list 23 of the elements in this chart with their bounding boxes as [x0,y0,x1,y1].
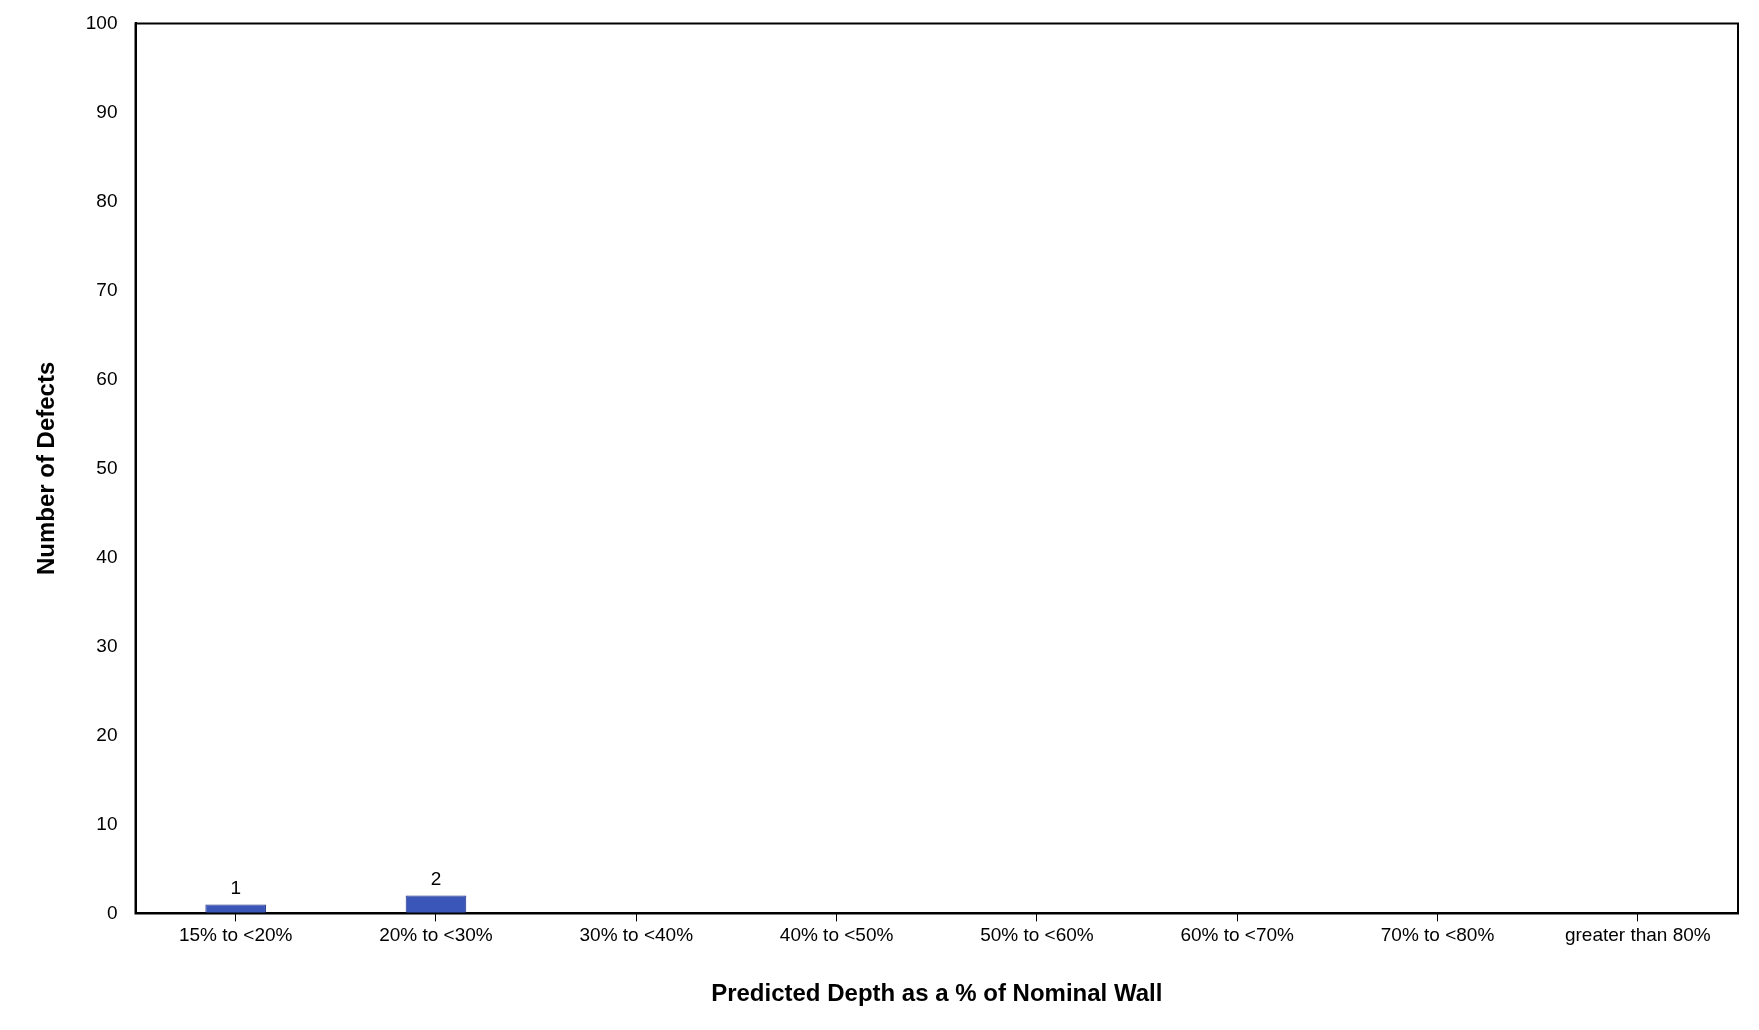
x-tick-label: 50% to <60% [980,924,1094,946]
y-axis-title: Number of Defects [32,361,60,576]
y-tick-label: 100 [85,11,118,33]
y-tick-label: 10 [96,812,118,834]
y-tick-label: 90 [96,100,118,122]
y-tick-label: 20 [96,723,118,745]
data-label: 2 [430,868,442,890]
y-tick-label: 80 [96,189,118,211]
y-tick-label: 60 [96,367,118,389]
y-tick-label: 40 [96,545,118,567]
x-tick-label: greater than 80% [1564,924,1711,946]
y-tick-label: 30 [96,634,118,656]
x-tick-label: 30% to <40% [579,924,694,946]
y-tick-label: 70 [96,278,118,300]
x-tick-label: 60% to <70% [1180,924,1295,946]
x-tick-label: 70% to <80% [1380,924,1495,946]
x-tick-label: 40% to <50% [779,924,894,946]
data-label: 1 [230,877,241,899]
x-tick-label: 20% to <30% [379,924,493,946]
y-tick-label: 50 [96,456,118,478]
x-axis-title: Predicted Depth as a % of Nominal Wall [711,979,1163,1007]
y-tick-label: 0 [106,901,118,923]
x-tick-label: 15% to <20% [178,924,293,946]
